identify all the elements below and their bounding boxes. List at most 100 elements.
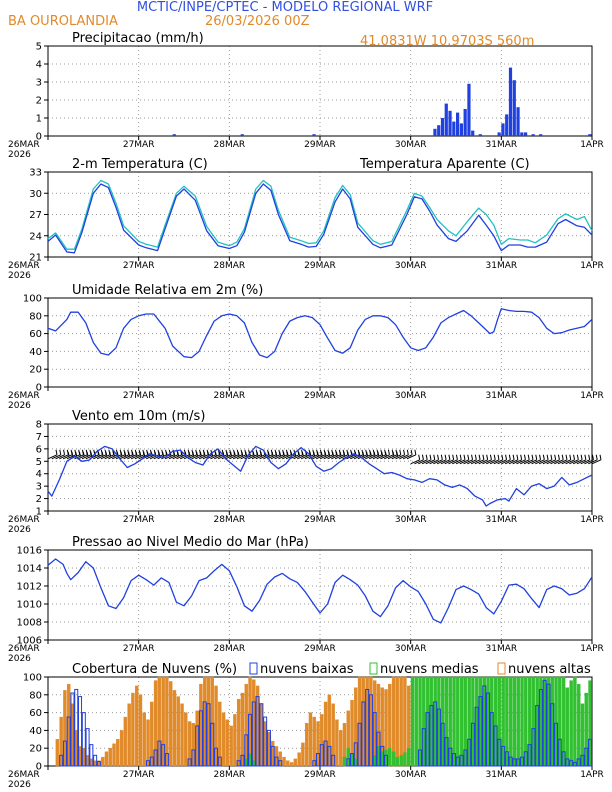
cloud-mid-bar xyxy=(520,676,524,767)
cloud-low-bar xyxy=(206,703,211,767)
wind-barb-flag xyxy=(63,449,66,455)
y-tick-label: 3 xyxy=(36,482,42,493)
wind-barb-flag xyxy=(381,451,384,457)
cloud-mid-bar xyxy=(508,676,513,767)
cloud-high-bar xyxy=(100,756,105,767)
wind-barb-flag xyxy=(369,451,372,457)
cloud-high-bar xyxy=(172,690,177,767)
wind-barb xyxy=(444,459,454,465)
precip-bar xyxy=(437,125,441,136)
wind-barb-flag xyxy=(569,454,572,460)
wind-barb xyxy=(425,459,435,465)
cloud-low-bar xyxy=(74,688,79,767)
cloud-low-bar xyxy=(248,713,253,767)
x-date-label: 28MAR xyxy=(214,515,246,525)
wind-barb xyxy=(538,459,549,465)
wind-barb-flag xyxy=(554,454,557,460)
wind-barb xyxy=(316,454,326,460)
wind-barb-flag xyxy=(539,454,542,460)
cloud-low-bar xyxy=(429,704,434,767)
coordinates-label: 41.0831W 10.9703S 560m xyxy=(360,34,534,49)
wind-barb xyxy=(78,454,88,460)
wind-barb xyxy=(55,454,65,460)
cloud-low-bar xyxy=(531,728,536,767)
wind-barb-flag xyxy=(196,451,199,457)
cloud-low-bar xyxy=(418,749,423,767)
cloud-mid-bar xyxy=(388,748,392,767)
y-tick-label: 4 xyxy=(36,60,42,71)
cloud-high-bar xyxy=(55,739,60,767)
wind-barb xyxy=(244,454,254,460)
x-date-label: 26MAR xyxy=(8,140,40,150)
wind-barb-flag xyxy=(403,449,406,455)
cloud-low-bar xyxy=(584,747,589,767)
wind-barb xyxy=(406,454,417,460)
wind-barb-flag xyxy=(230,451,233,457)
cloud-low-bar xyxy=(588,738,593,767)
wind-barb xyxy=(516,459,526,465)
x-date-label: 27MAR xyxy=(123,770,155,780)
wind-barb-flag xyxy=(392,451,395,457)
wind-barb xyxy=(455,459,466,465)
wind-barb xyxy=(489,459,500,465)
y-tick-label: 24 xyxy=(29,231,42,242)
wind-barb xyxy=(467,459,477,465)
y-tick-label: 3 xyxy=(36,78,42,89)
x-date-label: 29MAR xyxy=(304,515,336,525)
cloud-high-bar xyxy=(335,719,339,767)
wind-barb xyxy=(327,454,337,460)
cloud-high-bar xyxy=(233,714,237,767)
x-date-label: 26MAR xyxy=(8,515,40,525)
wind-barb-flag xyxy=(324,451,327,457)
wind-barb xyxy=(232,454,243,460)
wind-barb-flag xyxy=(505,454,508,460)
cloud-high-bar xyxy=(399,676,403,767)
wind-barb-flag xyxy=(241,451,244,457)
x-year-label: 2026 xyxy=(8,401,31,411)
cloud-low-bar xyxy=(376,731,381,767)
cloud-high-bar xyxy=(225,719,230,767)
panel-title: Cobertura de Nuvens (%) xyxy=(72,662,237,677)
wind-barb xyxy=(459,459,469,465)
wind-barb xyxy=(508,459,519,465)
cloud-low-bar xyxy=(444,737,449,767)
wind-barb xyxy=(391,454,401,460)
panel-title: Pressao ao Nivel Medio do Mar (hPa) xyxy=(72,535,309,550)
wind-barb-flag xyxy=(67,451,70,457)
cloud-low-bar xyxy=(527,744,532,767)
cloud-high-bar xyxy=(184,712,188,767)
cloud-high-bar xyxy=(146,719,150,767)
x-date-label: 1APR xyxy=(580,140,604,150)
wind-barb xyxy=(278,454,288,460)
run-date-label: 26/03/2026 00Z xyxy=(205,14,310,29)
wind-barb xyxy=(372,454,383,460)
cloud-low-bar xyxy=(217,756,222,767)
cloud-low-bar xyxy=(331,754,336,767)
wind-barb xyxy=(436,459,447,465)
wind-barb-flag xyxy=(275,451,278,457)
cloud-low-bar xyxy=(516,758,521,767)
cloud-mid-bar xyxy=(403,752,407,767)
x-date-label: 31MAR xyxy=(486,770,518,780)
precip-bar xyxy=(444,103,448,136)
wind-barb xyxy=(520,459,530,465)
wind-barb-flag xyxy=(557,454,560,460)
wind-barb-flag xyxy=(452,454,455,460)
wind-barb xyxy=(202,454,213,460)
temperature-line xyxy=(47,183,593,254)
precip-bar xyxy=(478,134,482,136)
wind-barb-flag xyxy=(387,449,390,455)
cloud-low-bar xyxy=(85,728,90,767)
wind-barb xyxy=(274,454,284,460)
cloud-mid-bar xyxy=(569,680,573,767)
cloud-high-bar xyxy=(134,685,139,767)
wind-barb xyxy=(119,454,129,460)
wind-barb xyxy=(176,454,186,460)
wind-barb-flag xyxy=(535,454,538,460)
wind-barb xyxy=(293,454,303,460)
cloud-high-bar xyxy=(236,699,241,767)
wind-barb-flag xyxy=(55,449,58,455)
precip-bar xyxy=(471,130,475,136)
wind-barb-flag xyxy=(591,454,594,460)
wind-barb-flag xyxy=(474,454,477,460)
